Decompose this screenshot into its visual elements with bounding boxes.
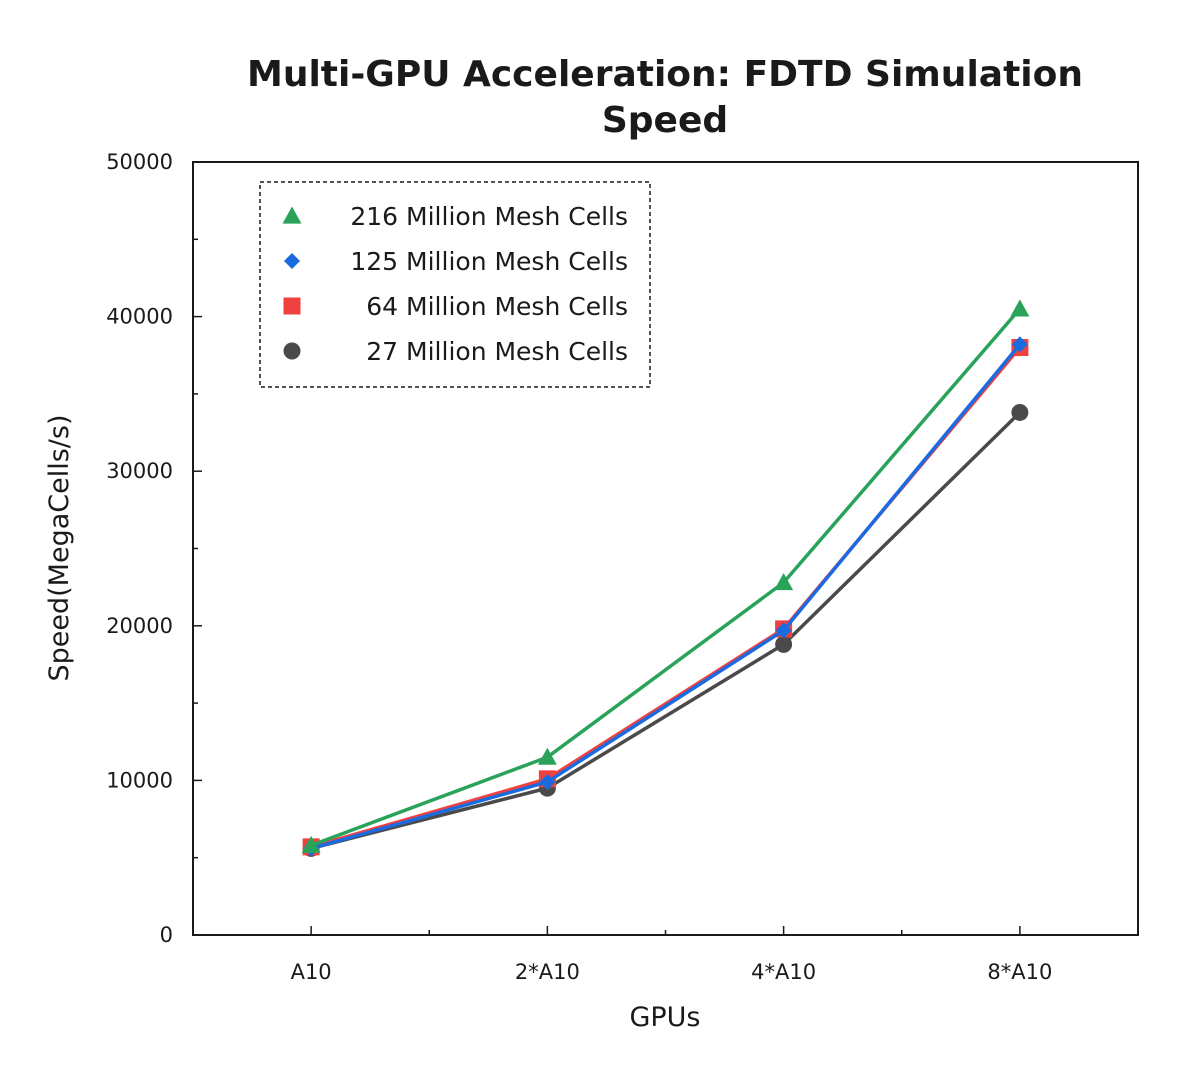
legend-label: 27 Million Mesh Cells	[366, 337, 628, 366]
x-tick-label: 4*A10	[751, 960, 816, 984]
y-axis-label: Speed(MegaCells/s)	[44, 415, 75, 682]
x-tick-label: 2*A10	[515, 960, 580, 984]
legend-label: 64 Million Mesh Cells	[366, 292, 628, 321]
series-line	[310, 346, 1022, 849]
x-axis-label: GPUs	[629, 1002, 700, 1033]
series-4	[301, 299, 1030, 853]
x-axis: A10 2*A10 4*A10 8*A10	[291, 926, 1052, 984]
y-tick-label: 50000	[106, 150, 173, 174]
data-point	[1010, 299, 1030, 317]
series-line	[310, 307, 1022, 847]
y-axis: 0 10000 20000 30000 40000 50000	[106, 150, 202, 947]
y-tick-label: 0	[160, 923, 173, 947]
x-tick-label: 8*A10	[987, 960, 1052, 984]
legend-label: 125 Million Mesh Cells	[350, 247, 628, 276]
legend-marker	[283, 297, 301, 315]
data-point	[1011, 403, 1029, 421]
y-tick-label: 30000	[106, 459, 173, 483]
legend: 216 Million Mesh Cells 125 Million Mesh C…	[259, 181, 651, 388]
series-line	[310, 343, 1022, 851]
x-tick-label: A10	[291, 960, 332, 984]
data-point	[539, 773, 556, 790]
series-line	[310, 411, 1022, 851]
data-point	[774, 573, 794, 591]
data-point	[1011, 336, 1028, 353]
legend-box	[259, 181, 651, 388]
series-2	[302, 339, 1029, 856]
legend-marker	[282, 206, 302, 224]
series-1	[302, 403, 1029, 857]
chart-title-line-1: Multi-GPU Acceleration: FDTD Simulation	[247, 54, 1083, 95]
legend-label: 216 Million Mesh Cells	[350, 202, 628, 231]
chart-title: Multi-GPU Acceleration: FDTD Simulation …	[247, 54, 1083, 141]
y-tick-label: 40000	[106, 305, 173, 329]
series-layer	[301, 299, 1030, 857]
data-point	[301, 835, 321, 853]
legend-marker	[283, 342, 301, 360]
series-3	[303, 336, 1028, 857]
y-tick-label: 10000	[106, 768, 173, 792]
data-point	[775, 635, 793, 653]
legend-marker	[284, 253, 300, 269]
data-point	[775, 622, 792, 639]
data-point	[537, 747, 557, 765]
y-tick-label: 20000	[106, 614, 173, 638]
chart-title-line-2: Speed	[602, 100, 728, 141]
